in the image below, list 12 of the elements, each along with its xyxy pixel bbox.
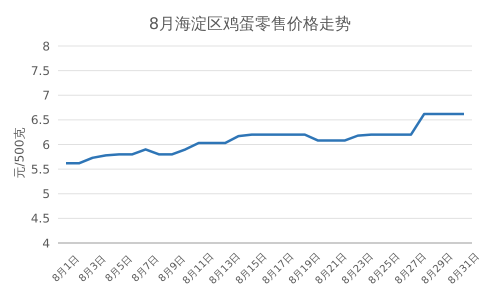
y-tick-label: 7.5 xyxy=(30,64,50,78)
y-tick-label: 5.5 xyxy=(30,162,50,176)
y-tick-label: 4 xyxy=(42,236,50,250)
y-tick-label: 5 xyxy=(42,187,50,202)
y-tick-label: 8 xyxy=(42,39,50,54)
y-axis-title: 元/500克 xyxy=(12,128,28,178)
y-tick-label: 7 xyxy=(42,88,50,103)
y-tick-label: 6 xyxy=(42,138,50,152)
y-tick-label: 4.5 xyxy=(30,212,50,226)
line-series xyxy=(64,112,466,164)
chart-title: 8月海淀区鸡蛋零售价格走势 xyxy=(148,14,352,35)
y-tick-label: 6.5 xyxy=(30,113,50,128)
